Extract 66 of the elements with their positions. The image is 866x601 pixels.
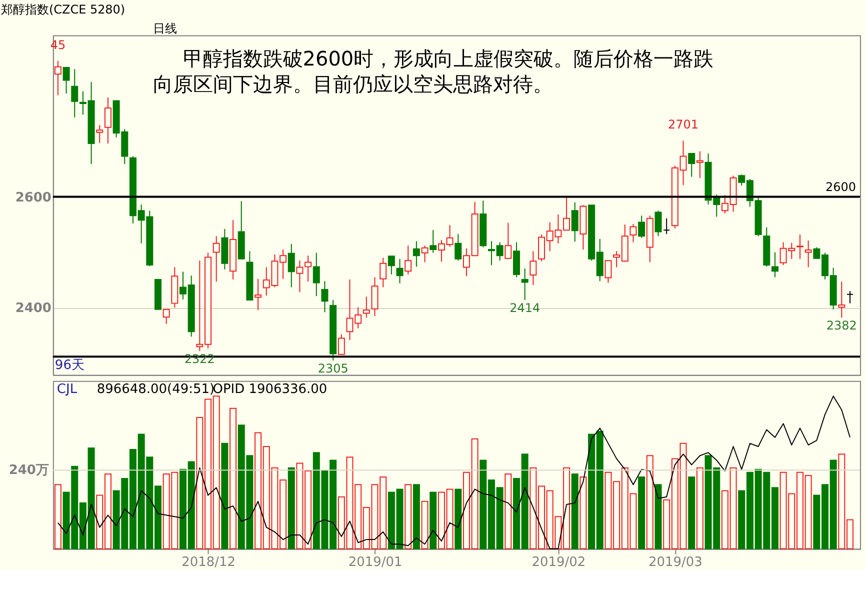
candlestick	[104, 96, 112, 144]
annotation: 96天	[54, 358, 84, 373]
candlestick	[96, 124, 104, 144]
bar	[654, 484, 662, 550]
candlestick	[254, 278, 262, 310]
candlestick	[288, 243, 295, 288]
candlestick	[630, 223, 637, 243]
bar	[288, 467, 295, 550]
annotation: 2382	[826, 318, 857, 333]
annotation: 2414	[510, 300, 540, 315]
annotation: 甲醇指数跌破2600时，形成向上虚假突破。随后价格一路跌	[182, 46, 714, 70]
candlestick	[521, 268, 528, 300]
annotation: 向原区间下边界。目前仍应以空头思路对待。	[152, 72, 553, 96]
candlestick	[404, 245, 412, 275]
candlestick	[162, 308, 170, 324]
candlestick	[388, 256, 395, 275]
candlestick	[430, 230, 437, 254]
candlestick	[771, 252, 778, 278]
y-tick-label: 2400	[15, 301, 52, 316]
candlestick	[212, 236, 220, 282]
chart-title: 郑醇指数(CZCE 5280)	[1, 2, 126, 16]
candlestick	[696, 150, 704, 178]
bar	[412, 484, 420, 550]
candlestick	[604, 260, 612, 284]
ref-line-label: 240万	[8, 463, 49, 478]
candlestick	[846, 290, 854, 304]
candlestick	[362, 296, 370, 318]
candlestick	[638, 215, 646, 238]
candlestick	[571, 202, 578, 242]
bar	[430, 492, 437, 550]
candlestick	[380, 257, 387, 288]
candlestick	[312, 252, 320, 297]
candlestick	[454, 233, 462, 262]
candlestick	[804, 240, 812, 268]
candlestick	[663, 218, 670, 234]
annotation: 2701	[668, 118, 698, 132]
candlestick	[371, 276, 378, 317]
candlestick	[321, 280, 328, 313]
bar	[638, 476, 646, 550]
text: 日线	[152, 21, 177, 36]
candlestick	[838, 281, 846, 318]
bar	[571, 473, 578, 550]
bar	[454, 488, 462, 550]
candlestick	[396, 258, 404, 284]
candlestick	[513, 242, 520, 278]
candlestick	[62, 66, 70, 94]
candlestick	[796, 234, 804, 260]
candlestick	[412, 240, 420, 268]
x-tick-label: 2018/12	[182, 555, 236, 570]
candlestick	[504, 222, 512, 260]
candlestick	[421, 245, 428, 263]
annotation: OPID 1906336.00	[212, 382, 328, 397]
candlestick	[654, 210, 662, 237]
x-tick-label: 2019/01	[348, 555, 402, 570]
annotation: 896648.00(49:51)	[96, 382, 215, 397]
annotation: CJL	[56, 382, 78, 397]
candlestick	[71, 68, 78, 118]
x-tick-label: 2019/02	[532, 555, 586, 570]
candlestick	[338, 334, 345, 355]
candlestick	[530, 250, 537, 286]
x-tick-label: 2019/03	[648, 555, 702, 570]
annotation: 2305	[318, 361, 348, 376]
bar	[688, 476, 696, 550]
candlestick	[688, 152, 696, 178]
bar	[221, 442, 228, 550]
ref-line-label: 2600	[826, 180, 856, 194]
